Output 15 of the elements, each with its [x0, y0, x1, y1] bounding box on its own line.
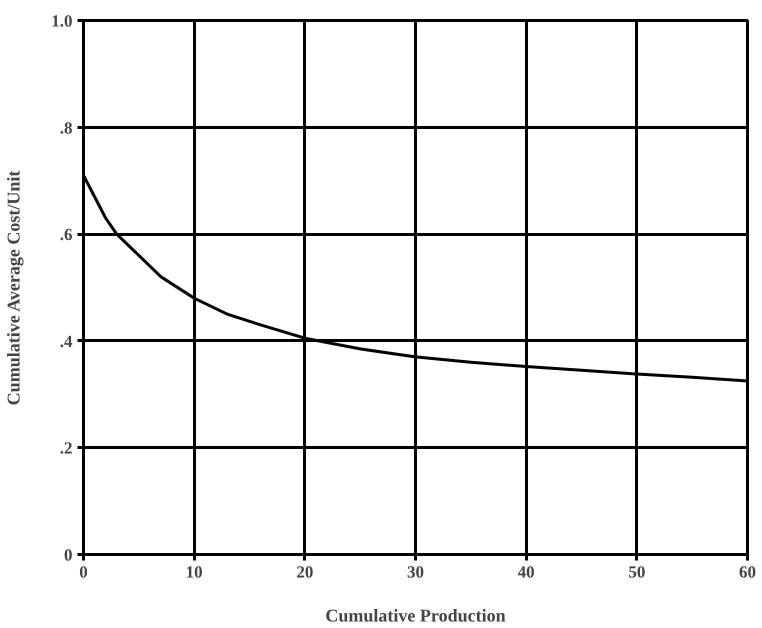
x-tick-label: 0 [79, 562, 88, 582]
y-tick-label: 0 [64, 546, 72, 564]
y-tick-label: .6 [60, 225, 72, 244]
y-axis-title: Cumulative Average Cost/Unit [3, 170, 24, 406]
x-tick-label: 10 [186, 562, 203, 582]
y-tick-label: .2 [60, 438, 72, 458]
x-tick-label: 50 [628, 562, 646, 582]
x-tick-label: 40 [518, 562, 535, 582]
y-tick-label: .8 [60, 118, 72, 138]
y-tick-label: .4 [60, 332, 73, 351]
x-tick-label: 30 [407, 562, 424, 582]
x-tick-label: 60 [739, 562, 756, 582]
x-axis-title: Cumulative Production [325, 606, 506, 626]
y-tick-label: 1.0 [51, 12, 72, 30]
x-tick-label: 20 [296, 562, 314, 582]
